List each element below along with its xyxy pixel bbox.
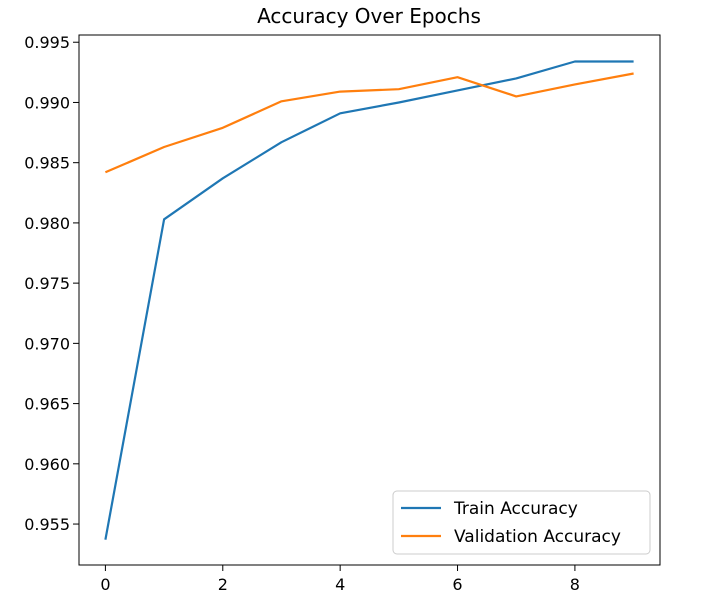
series-lines <box>104 60 634 540</box>
series-line-validation-accuracy <box>104 72 634 174</box>
legend-label: Validation Accuracy <box>454 527 621 547</box>
y-tick-label: 0.960 <box>24 455 70 474</box>
y-tick-label: 0.990 <box>24 93 70 112</box>
y-tick-label: 0.970 <box>24 334 70 353</box>
y-tick-label: 0.995 <box>24 33 70 52</box>
x-tick-label: 4 <box>335 575 345 594</box>
y-tick-label: 0.975 <box>24 274 70 293</box>
y-tick-label: 0.955 <box>24 515 70 534</box>
y-axis: 0.955 0.960 0.965 0.970 0.975 0.980 0.985 0.990… <box>24 33 79 534</box>
chart-title: Accuracy Over Epochs <box>257 4 481 28</box>
plot-area-frame <box>78 34 661 566</box>
x-tick-label: 8 <box>570 575 580 594</box>
x-tick-label: 0 <box>100 575 110 594</box>
legend-label: Train Accuracy <box>453 499 578 519</box>
y-tick-label: 0.980 <box>24 214 70 233</box>
legend: Train Accuracy Validation Accuracy <box>392 490 651 555</box>
x-tick-label: 6 <box>452 575 462 594</box>
x-tick-label: 2 <box>218 575 228 594</box>
y-tick-label: 0.985 <box>24 154 70 173</box>
series-line-train-accuracy <box>104 60 634 540</box>
x-axis: 0 2 4 6 8 <box>100 565 580 594</box>
legend-box <box>392 490 651 555</box>
y-tick-label: 0.965 <box>24 395 70 414</box>
